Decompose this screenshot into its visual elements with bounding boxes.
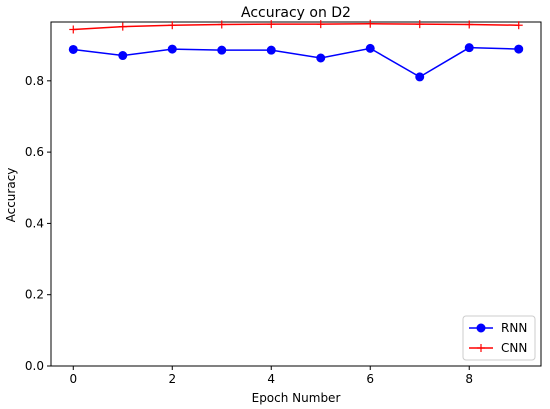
rnn-series-line [73,46,519,78]
cnn-point [217,20,226,29]
y-axis-label: Accuracy [4,168,18,223]
cnn-series-line [73,23,519,31]
cnn-point [267,20,276,29]
rnn-point [415,72,425,82]
y-tick-label: 0.8 [25,74,44,88]
cnn-point [465,20,474,29]
plot-area: 0 2 4 6 8 0.0 0.2 0.4 0.6 0.8 [25,19,542,386]
legend-cnn-marker [477,344,485,352]
y-tick-label: 0.0 [25,359,44,373]
y-tick-label: 0.6 [25,145,44,159]
y-tick-label: 0.4 [25,216,44,230]
x-tick-label: 0 [69,372,77,386]
legend-cnn-label: CNN [501,341,527,355]
rnn-point [514,44,524,54]
rnn-point [118,51,128,61]
x-tick-label: 4 [267,372,275,386]
chart-title: Accuracy on D2 [241,5,351,21]
rnn-point [464,43,474,53]
rnn-point [316,53,326,63]
rnn-point [217,45,227,55]
cnn-point [69,25,78,34]
cnn-point [514,21,523,30]
rnn-point [266,45,276,55]
rnn-point [167,44,177,54]
legend-rnn-label: RNN [501,321,527,335]
cnn-point [118,22,127,31]
legend: RNN CNN [462,315,536,361]
cnn-point [415,20,424,29]
y-tick-label: 0.2 [25,288,44,302]
rnn-point [365,43,375,53]
x-axis-label: Epoch Number [252,391,341,405]
cnn-point [168,21,177,30]
rnn-point [68,44,78,54]
x-tick-label: 8 [465,372,473,386]
x-tick-label: 6 [366,372,374,386]
axes-frame [50,21,542,367]
x-tick-label: 2 [168,372,176,386]
legend-rnn-marker [476,323,486,333]
cnn-point [316,20,325,29]
cnn-point [366,19,375,28]
